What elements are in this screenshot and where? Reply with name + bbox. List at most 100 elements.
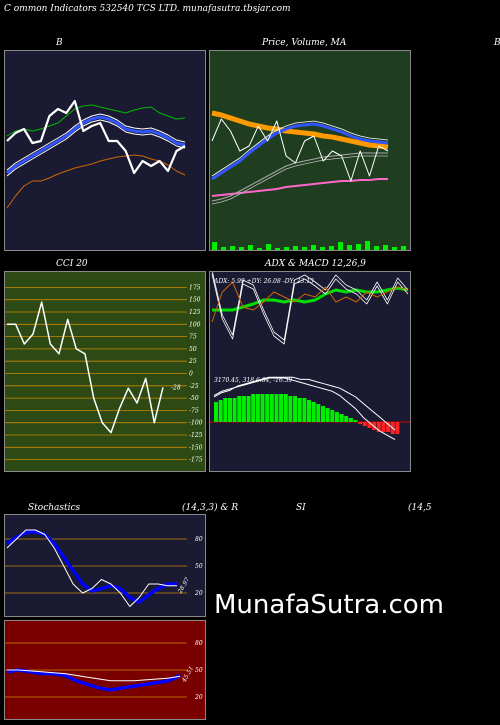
stoch-tick-label: 80 [195, 536, 203, 543]
volume-bar [239, 247, 244, 250]
macd-histogram-bar [339, 414, 344, 422]
volume-bar [320, 247, 325, 250]
volume-bar [302, 247, 307, 250]
adx-plus-di-line [212, 272, 409, 341]
macd-histogram-bar [218, 400, 223, 422]
cci-chart: 175 150 125 100 75 50 25 0 -25 -50 -75 -100 -125 -150… [5, 284, 203, 464]
macd-histogram-bar [316, 404, 321, 422]
macd-histogram-bar [293, 396, 298, 422]
cci-tick-label: 150 [189, 297, 201, 304]
volume-bar [365, 241, 370, 250]
cci-tick-label: -75 [189, 407, 199, 414]
bollinger-panel [4, 50, 206, 251]
cci-tick-label: 0 [189, 371, 193, 378]
macd-histogram-bar [321, 406, 325, 422]
rsi-tick-label: 50 [195, 667, 203, 674]
stoch-tick-label: 20 [194, 590, 203, 597]
rsi-params: (14,5 [408, 503, 432, 513]
volume-bar [230, 246, 235, 250]
macd-histogram-bar [241, 396, 246, 422]
macd-histogram-bar [334, 412, 339, 422]
macd-histogram-bar [279, 394, 284, 422]
macd-histogram-bar [274, 394, 279, 422]
cci-line [7, 301, 164, 434]
bollinger-chart [6, 99, 186, 209]
macd-histogram-bar [344, 416, 349, 422]
pv-ma-blue-glow [211, 120, 389, 177]
macd-histogram-bar [395, 422, 400, 434]
macd-histogram-bar [228, 398, 232, 422]
cci-tick-label: 125 [189, 309, 201, 316]
rsi-rsi-line [6, 668, 181, 692]
bb-middle-glow [6, 113, 186, 171]
cci-tick-label: 100 [189, 321, 201, 328]
adx-plus-di-line-2 [211, 273, 409, 345]
cci-tick-label: -125 [189, 432, 203, 439]
volume-bar [212, 242, 217, 250]
price-volume-chart [211, 110, 406, 250]
cci-panel: 175 150 125 100 75 50 25 0 -25 -50 -75 -100 -125 -150… [4, 271, 206, 472]
bb-middle-glow-2 [6, 119, 186, 177]
macd-histogram-bar [283, 394, 288, 422]
volume-bar [401, 246, 406, 250]
macd-histogram-bar [232, 398, 237, 422]
volume-bar [248, 245, 253, 250]
macd-histogram-bar [353, 420, 358, 422]
macd-signal-line [213, 376, 396, 431]
cci-tick-label: 50 [189, 346, 197, 353]
volume-bar [311, 245, 316, 250]
stoch-k-line [6, 529, 177, 607]
macd-histogram-bar [325, 408, 330, 422]
cci-tick-label: -175 [189, 457, 203, 464]
macd-histogram-bar [302, 398, 307, 422]
bb-price-line [6, 99, 186, 175]
cci-title: CCI 20 [56, 259, 88, 269]
rsi-title: SI [296, 503, 306, 513]
pv-ma_pink-line [211, 178, 388, 197]
pv-ma_orange-line [211, 110, 389, 150]
macd-histogram-bar [311, 402, 316, 422]
price-title: Price, Volume, MA [262, 38, 347, 48]
rsi-last-value: 45.51 [180, 665, 195, 684]
adx-macd-chart: ADX: 5.99 +DY: 26.08 -DY: 23.13 3170.45, … [210, 272, 410, 441]
cci-tick-label: -100 [189, 420, 203, 427]
macd-histogram-bar [362, 422, 367, 426]
macd-line [213, 377, 396, 441]
macd-histogram-bar [330, 410, 335, 422]
macd-label: 3170.45, 318 6.84, -16.39 [214, 377, 293, 384]
macd-histogram-bar [255, 394, 260, 422]
header-title: C ommon Indicators 532540 TCS LTD. munaf… [4, 4, 291, 14]
cci-tick-label: -150 [189, 444, 203, 451]
cci-tick-label: -25 [189, 383, 199, 390]
macd-histogram-bar [223, 398, 228, 422]
volume-bar [275, 248, 280, 250]
macd-histogram-bar [269, 394, 274, 422]
stoch-tick-label: 50 [195, 563, 203, 570]
volume-bar [266, 244, 271, 250]
adx-panel: ADX: 5.99 +DY: 26.08 -DY: 23.13 3170.45, … [209, 271, 411, 472]
rsi-chart: 80 50 20 45.51 [5, 640, 203, 701]
macd-histogram-bar [381, 422, 386, 432]
cut-title: B [494, 38, 500, 48]
macd-histogram-bar [260, 394, 265, 422]
rsi-smooth-line [7, 669, 181, 682]
macd-histogram-bar [358, 422, 363, 424]
watermark: MunafaSutra.com [214, 590, 445, 620]
stoch-d-line [6, 530, 177, 604]
volume-bar [374, 246, 379, 250]
stoch-last-value: 28.97 [176, 576, 191, 595]
adx-label: ADX: 5.99 +DY: 26.08 -DY: 23.13 [213, 278, 314, 285]
stoch-params: (14,3,3) & R [182, 503, 239, 513]
volume-bar [329, 246, 334, 250]
cci-tick-label: -50 [189, 395, 199, 402]
rsi-tick-label: 20 [194, 694, 203, 701]
macd-histogram-bar [246, 396, 251, 422]
adx-macd-title: ADX & MACD 12,26,9 [265, 259, 366, 269]
adx-minus_di-line [211, 281, 409, 323]
bb-middle-line [6, 115, 186, 175]
volume-bar [221, 247, 226, 250]
macd-histogram-bar [376, 422, 381, 432]
macd-histogram-bar [265, 394, 270, 422]
rsi-panel: 80 50 20 45.51 [4, 620, 206, 720]
